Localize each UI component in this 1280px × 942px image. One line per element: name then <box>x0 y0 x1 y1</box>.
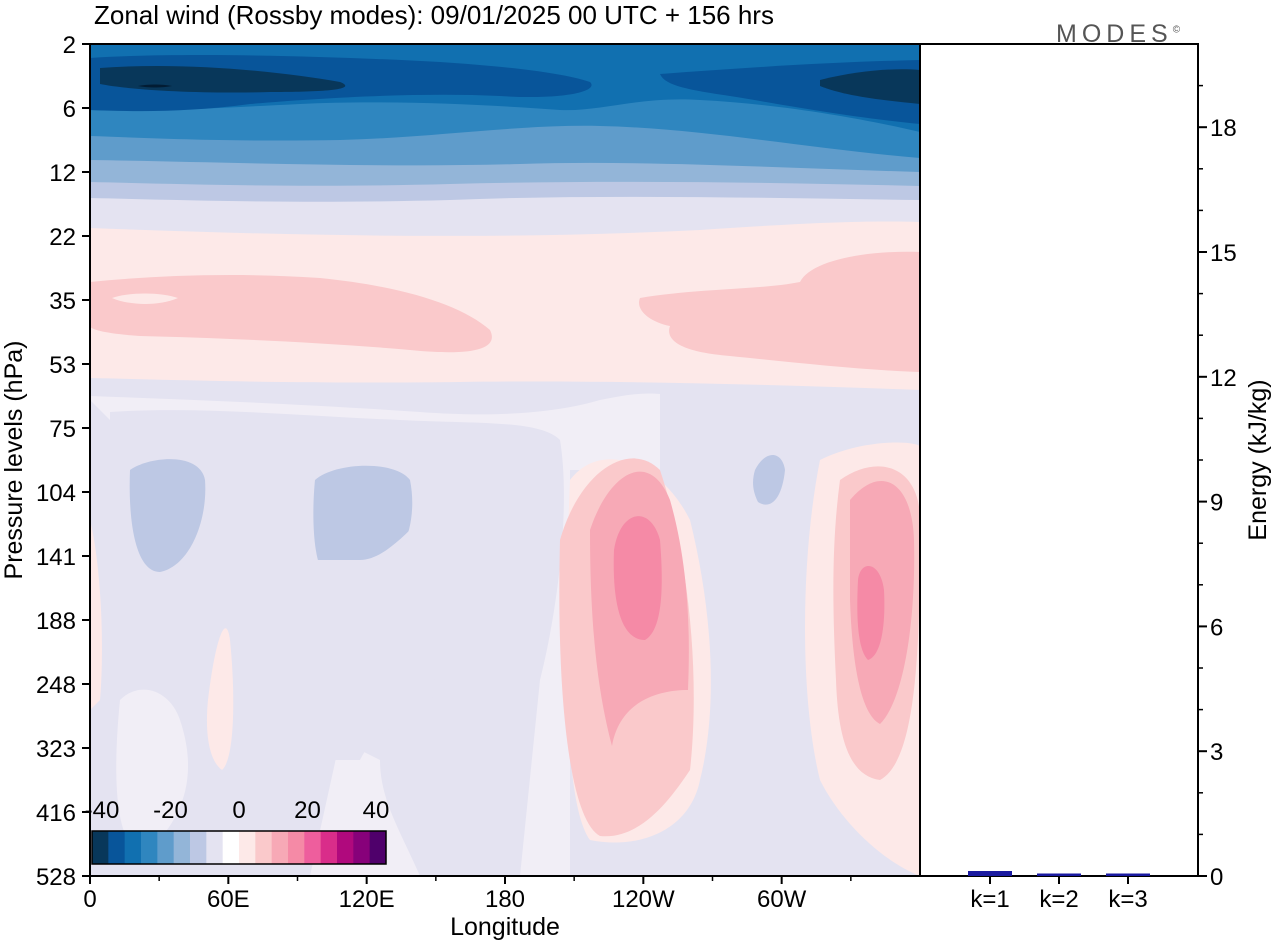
y-tick-label: 35 <box>49 288 76 315</box>
colorbar-swatch <box>157 831 175 864</box>
longitude-axis: 0 60E 120E 180 120W 60W <box>83 876 852 913</box>
colorbar-label: 0 <box>232 797 245 824</box>
colorbar-swatch <box>337 831 354 864</box>
energy-panel-frame <box>919 43 1199 877</box>
energy-tick-label: 15 <box>1210 240 1237 267</box>
colorbar-swatch <box>190 831 207 864</box>
colorbar-swatch <box>288 831 305 864</box>
y-tick-label: 141 <box>36 544 76 571</box>
colorbar-swatch <box>222 831 240 864</box>
colorbar-swatch <box>271 831 289 864</box>
y-tick-label: 248 <box>36 672 76 699</box>
y-tick-label: 22 <box>49 224 76 251</box>
energy-bars <box>968 871 1150 876</box>
y-tick-label: 6 <box>63 96 76 123</box>
energy-tick-label: 3 <box>1210 739 1223 766</box>
y-tick-label: 12 <box>49 160 76 187</box>
colorbar-swatch <box>206 831 224 864</box>
colorbar-swatch <box>92 831 109 864</box>
energy-axis-label: Energy (kJ/kg) <box>1244 379 1272 540</box>
energy-category-label: k=1 <box>970 886 1009 913</box>
chart-title: Zonal wind (Rossby modes): 09/01/2025 00… <box>94 0 774 30</box>
energy-categories: k=1 k=2 k=3 <box>970 876 1148 913</box>
colorbar-swatch <box>239 831 256 864</box>
colorbar-labels: -40 -20 0 20 40 <box>85 797 390 824</box>
y-tick-label: 53 <box>49 352 76 379</box>
x-tick-label: 60E <box>207 886 250 913</box>
x-tick-label: 120E <box>339 886 395 913</box>
x-tick-label: 0 <box>83 886 96 913</box>
y-tick-label: 2 <box>63 32 76 59</box>
energy-tick-label: 9 <box>1210 490 1223 517</box>
x-axis-label: Longitude <box>450 913 560 941</box>
y-tick-label: 416 <box>36 800 76 827</box>
colorbar-label: 20 <box>294 797 321 824</box>
y-tick-label: 188 <box>36 608 76 635</box>
energy-category-label: k=3 <box>1108 886 1147 913</box>
y-tick-label: 75 <box>49 416 76 443</box>
colorbar-swatch <box>108 831 126 864</box>
energy-tick-label: 0 <box>1210 864 1223 891</box>
energy-bar <box>1106 873 1150 876</box>
colorbar-swatch <box>353 831 371 864</box>
energy-category-label: k=2 <box>1039 886 1078 913</box>
colorbar-swatch <box>369 831 387 864</box>
wind-field <box>90 44 920 876</box>
colorbar-swatch <box>124 831 142 864</box>
x-tick-label: 180 <box>485 886 525 913</box>
x-tick-label: 60W <box>757 886 807 913</box>
y-tick-label: 104 <box>36 480 76 507</box>
energy-tick-label: 12 <box>1210 365 1237 392</box>
colorbar-swatch <box>304 831 322 864</box>
colorbar-swatch <box>320 831 338 864</box>
colorbar <box>91 830 387 865</box>
colorbar-swatch <box>255 831 273 864</box>
copyright-mark: © <box>1172 24 1181 36</box>
energy-bar <box>968 871 1012 876</box>
pressure-axis: 2 6 12 22 35 53 75 104 141 188 248 323 416 528 <box>36 32 90 891</box>
y-tick-label: 528 <box>36 864 76 891</box>
colorbar-label: 40 <box>363 797 390 824</box>
energy-bar <box>1037 873 1081 876</box>
colorbar-swatch <box>141 831 158 864</box>
colorbar-frame <box>91 830 387 865</box>
colorbar-swatch <box>173 831 191 864</box>
energy-axis: 0 3 6 9 12 15 18 <box>1198 84 1237 891</box>
colorbar-label: -40 <box>85 797 120 824</box>
energy-tick-label: 6 <box>1210 614 1223 641</box>
y-axis-label: Pressure levels (hPa) <box>0 341 28 580</box>
energy-tick-label: 18 <box>1210 115 1237 142</box>
x-tick-label: 120W <box>612 886 675 913</box>
y-tick-label: 323 <box>36 736 76 763</box>
colorbar-label: -20 <box>153 797 188 824</box>
